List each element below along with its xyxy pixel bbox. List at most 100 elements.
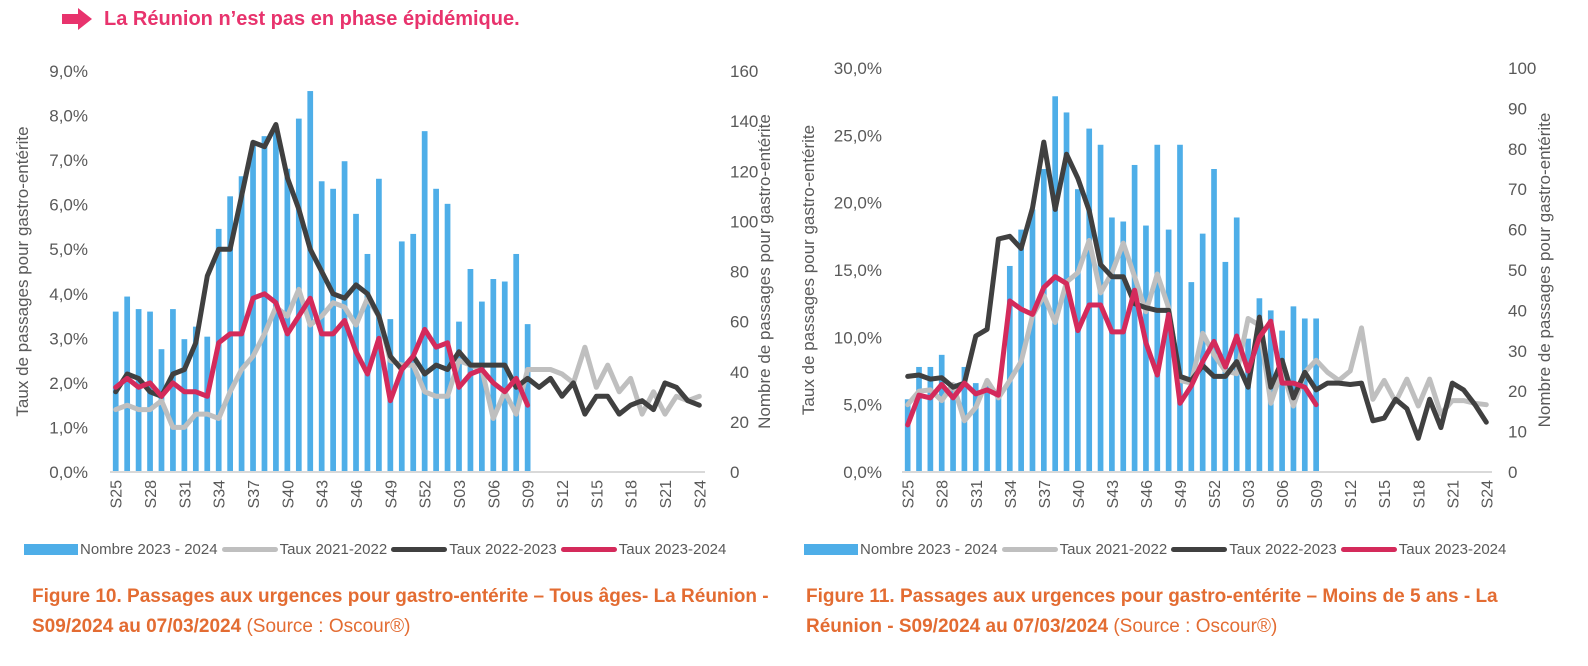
bar: [1165, 229, 1172, 472]
chart-figure-10-svg: 0,0% 1,0% 2,0% 3,0% 4,0% 5,0% 6,0% 7,0% 8,0% 9,0%…: [13, 62, 774, 509]
y-right-tick-label: 160: [730, 62, 758, 81]
x-tick-label: S49: [1173, 480, 1190, 509]
bar: [250, 143, 256, 472]
x-tick-label: S03: [452, 480, 469, 509]
chart-figure-11-svg: 0,0% 5,0% 10,0% 15,0% 20,0% 25,0% 30,0% 0 10 20 30…: [799, 59, 1554, 509]
x-tick-label: S09: [521, 480, 538, 509]
bar: [1313, 318, 1319, 472]
bar: [1018, 229, 1024, 472]
y-right-tick-label: 40: [1508, 301, 1527, 320]
y-left-tick-label: 30,0%: [834, 59, 882, 78]
legend-label: Taux 2021-2022: [279, 541, 388, 558]
y-right-tick-label: 60: [1508, 221, 1527, 240]
y-left-tick-label: 2,0%: [49, 374, 88, 393]
bar: [1177, 144, 1183, 472]
legend-swatch-line: [221, 547, 278, 552]
bar: [950, 383, 956, 472]
y-right-tick-label: 80: [1508, 140, 1527, 159]
y-left-tick-label: 10,0%: [834, 328, 882, 347]
y-right-axis-title: Nombre de passages pour gastro-entérite: [1535, 113, 1554, 428]
y-right-tick-label: 40: [730, 363, 749, 382]
legend-label: Taux 2023-2024: [618, 541, 727, 558]
bar: [124, 296, 131, 472]
x-tick-label: S25: [901, 480, 918, 509]
bar: [984, 383, 990, 472]
caption-figure-11: Figure 11. Passages aux urgences pour ga…: [806, 582, 1576, 642]
bar: [284, 168, 291, 472]
legend-item-taux-2021-2022: Taux 2021-2022: [221, 541, 388, 558]
bar: [204, 336, 211, 472]
x-tick-label: S43: [315, 480, 332, 509]
legend-swatch-line: [1340, 547, 1397, 552]
caption-title: Figure 11. Passages aux urgences pour ga…: [806, 586, 1498, 637]
x-tick-label: S40: [280, 480, 297, 509]
x-tick-label: S15: [589, 480, 606, 509]
bar: [307, 91, 314, 473]
legend-item-nombre: Nombre 2023 - 2024: [804, 541, 998, 558]
x-tick-label: S15: [1377, 480, 1394, 509]
x-tick-label: S46: [349, 480, 366, 509]
bar: [501, 281, 508, 472]
y-left-tick-label: 25,0%: [834, 126, 882, 145]
y-right-tick-label: 50: [1508, 261, 1527, 280]
x-tick-label: S31: [969, 480, 986, 509]
bar: [1006, 265, 1013, 472]
bar: [353, 213, 359, 472]
legend-swatch-line: [560, 547, 617, 552]
x-tick-label: S40: [1071, 480, 1088, 509]
y-left-tick-label: 5,0%: [843, 396, 882, 415]
y-right-tick-label: 20: [1508, 382, 1527, 401]
y-right-tick-label: 100: [730, 212, 758, 231]
legend-swatch-bar: [24, 544, 78, 555]
legend-label: Taux 2022-2023: [1229, 541, 1337, 558]
x-tick-label: S21: [658, 480, 675, 509]
y-left-tick-label: 1,0%: [49, 418, 88, 437]
x-tick-label: S24: [1479, 480, 1496, 509]
x-tick-label: S52: [1207, 480, 1224, 509]
bar: [1211, 169, 1217, 472]
bar: [1109, 217, 1115, 472]
bar: [181, 339, 188, 472]
chart-figure-11: 0,0% 5,0% 10,0% 15,0% 20,0% 25,0% 30,0% 0 10 20 30…: [790, 50, 1588, 545]
bar: [364, 253, 371, 472]
x-tick-label: S18: [624, 480, 641, 509]
bar: [398, 241, 405, 472]
y-left-tick-label: 7,0%: [49, 151, 88, 170]
bar: [1131, 164, 1138, 472]
bar: [192, 326, 199, 472]
bar: [1301, 318, 1308, 472]
line-taux-2023-2024: [113, 291, 531, 408]
y-right-tick-label: 0: [1508, 463, 1517, 482]
x-tick-label: S03: [1241, 480, 1258, 509]
bar: [1199, 233, 1206, 472]
y-left-axis-title: Taux de passages pour gastro-entérite: [13, 126, 32, 416]
x-tick-label: S25: [109, 480, 126, 509]
caption-source: (Source : Oscour®): [1108, 616, 1278, 637]
legend-item-taux-2022-2023: Taux 2022-2023: [391, 541, 557, 558]
caption-title: Figure 10. Passages aux urgences pour ga…: [32, 586, 769, 637]
legend-item-nombre: Nombre 2023 - 2024: [24, 541, 218, 558]
bar: [421, 131, 428, 472]
x-tick-label: S24: [692, 480, 709, 509]
x-tick-label: S18: [1411, 480, 1428, 509]
bar: [341, 161, 348, 472]
bar: [1233, 217, 1240, 472]
bar: [1290, 306, 1297, 472]
legend-swatch-line: [1171, 547, 1228, 552]
y-left-tick-label: 6,0%: [49, 196, 88, 215]
y-left-tick-label: 0,0%: [843, 463, 882, 482]
x-tick-label: S34: [1003, 480, 1020, 509]
y-right-axis-title: Nombre de passages pour gastro-entérite: [755, 114, 774, 429]
legend-figure-10: Nombre 2023 - 2024 Taux 2021-2022 Taux 2…: [24, 541, 730, 558]
y-left-tick-label: 8,0%: [49, 107, 88, 126]
y-left-tick-label: 3,0%: [49, 329, 88, 348]
bar: [1086, 128, 1093, 472]
x-tick-label: S09: [1309, 480, 1326, 509]
y-right-tick-label: 90: [1508, 99, 1527, 118]
y-left-tick-label: 9,0%: [49, 62, 88, 81]
bar: [927, 366, 934, 472]
bar: [972, 383, 979, 472]
y-left-axis-title: Taux de passages pour gastro-entérite: [799, 125, 818, 415]
bar: [456, 321, 462, 472]
bar: [261, 136, 268, 472]
